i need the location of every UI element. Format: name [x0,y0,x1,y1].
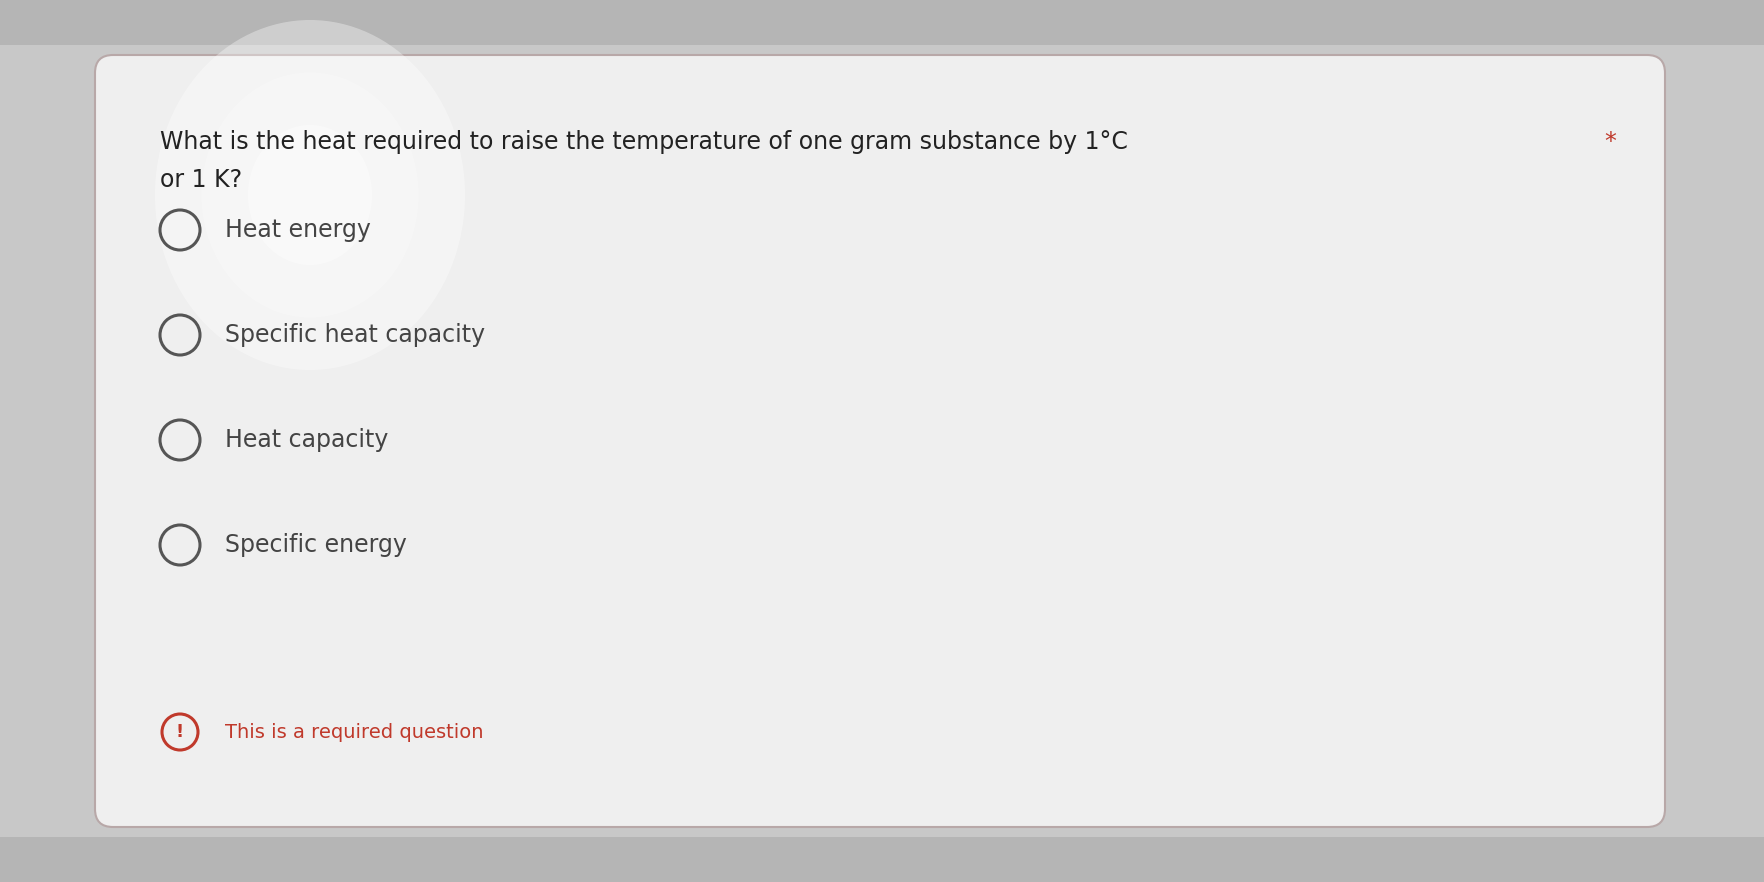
Text: This is a required question: This is a required question [224,722,483,742]
Text: Heat capacity: Heat capacity [224,428,388,452]
Text: or 1 K?: or 1 K? [161,168,242,192]
Bar [0,837,1764,882]
Ellipse shape [155,20,464,370]
Text: Heat energy: Heat energy [224,218,370,242]
Bar [0,0,1764,45]
Text: What is the heat required to raise the temperature of one gram substance by 1°C: What is the heat required to raise the t… [161,130,1127,154]
Ellipse shape [201,72,418,318]
FancyBboxPatch shape [95,55,1663,827]
Text: Specific heat capacity: Specific heat capacity [224,323,485,347]
Text: *: * [1603,130,1616,154]
Text: !: ! [176,723,183,741]
Text: Specific energy: Specific energy [224,533,407,557]
Ellipse shape [249,125,372,265]
